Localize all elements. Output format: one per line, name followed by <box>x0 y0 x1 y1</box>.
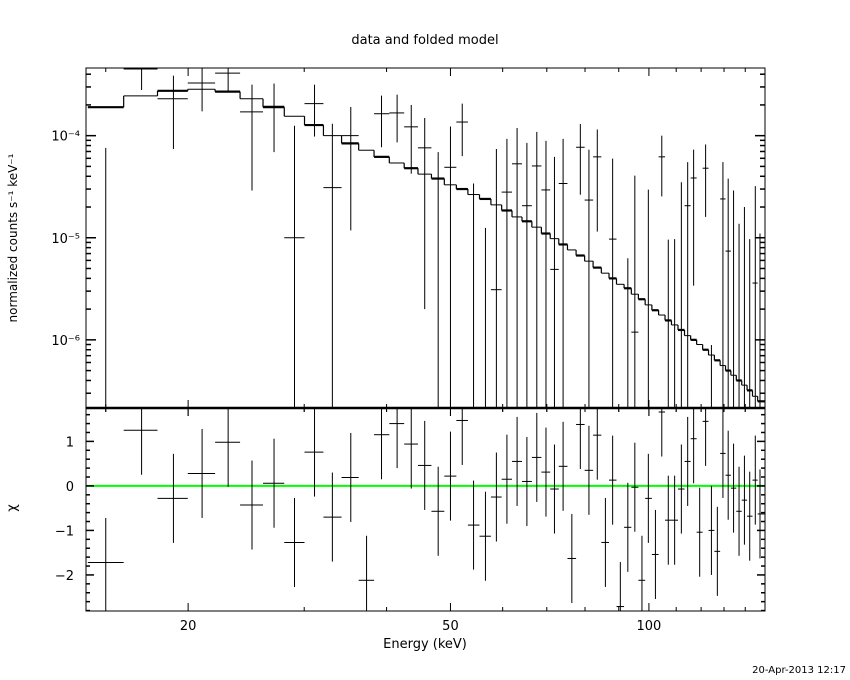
top-panel-frame <box>85 67 766 409</box>
y-tick-label: 10⁻⁴ <box>51 130 80 145</box>
bottom-panel-frame <box>85 407 766 612</box>
y-tick-label: 10⁻⁵ <box>51 232 80 247</box>
top-y-axis-label: normalized counts s⁻¹ keV⁻¹ <box>6 153 20 322</box>
x-tick-label: 100 <box>636 619 661 634</box>
y-tick-label: −1 <box>55 524 74 539</box>
x-tick-label: 50 <box>442 619 459 634</box>
y-tick-label: −2 <box>55 569 74 584</box>
x-axis-label: Energy (keV) <box>383 637 467 652</box>
y-tick-label: 10⁻⁶ <box>51 334 80 349</box>
y-tick-label: 1 <box>66 435 74 450</box>
chart-title: data and folded model <box>351 33 498 48</box>
y-tick-label: 0 <box>66 480 74 495</box>
timestamp: 20-Apr-2013 12:17 <box>752 665 846 676</box>
x-tick-label: 20 <box>180 619 197 634</box>
bottom-y-axis-label: χ <box>5 504 20 512</box>
